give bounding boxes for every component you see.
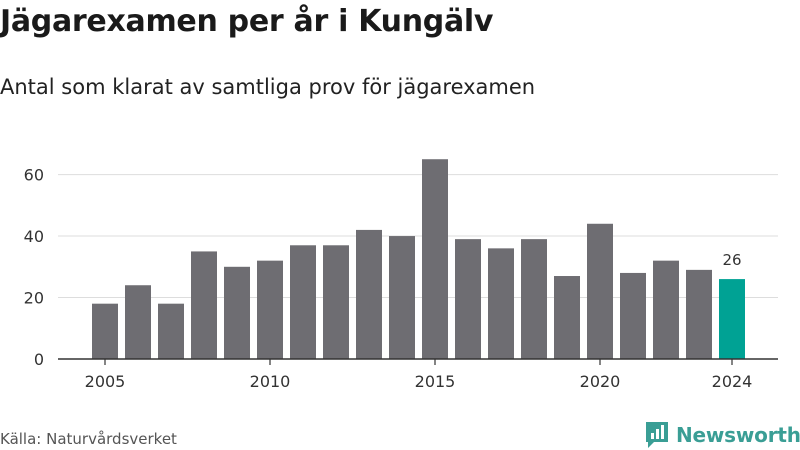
bar-2024 [719, 279, 745, 359]
y-tick-label-60: 60 [24, 166, 44, 185]
bar-2020 [587, 223, 613, 359]
bar-2011 [290, 245, 316, 359]
x-tick-label-2024: 2024 [712, 372, 753, 391]
bar-2012 [323, 245, 349, 359]
data-label-2024: 26 [722, 251, 741, 269]
bar-2013 [356, 229, 382, 359]
bars [92, 159, 745, 359]
bar-2006 [125, 285, 151, 359]
bar-2005 [92, 303, 118, 359]
x-axis-ticks: 2005 2010 2015 2020 2024 [85, 359, 753, 391]
y-axis-ticks: 0 20 40 60 [24, 166, 44, 369]
bar-2010 [257, 260, 283, 359]
bar-2017 [488, 248, 514, 359]
chart-subtitle: Antal som klarat av samtliga prov för jä… [0, 75, 536, 99]
y-tick-label-0: 0 [34, 350, 44, 369]
x-tick-label-2005: 2005 [85, 372, 126, 391]
brand-name: Newsworthy [676, 423, 800, 447]
x-tick-label-2015: 2015 [415, 372, 456, 391]
newsworthy-logo-icon [646, 422, 668, 448]
bar-chart: 0 20 40 60 2005 2010 2015 2020 2024 26 [24, 159, 778, 391]
y-tick-label-40: 40 [24, 227, 44, 246]
source-note: Källa: Naturvårdsverket [0, 430, 177, 448]
bar-2007 [158, 303, 184, 359]
bar-2016 [455, 239, 481, 359]
bar-2014 [389, 236, 415, 359]
bar-2009 [224, 266, 250, 359]
x-tick-label-2020: 2020 [580, 372, 621, 391]
bar-2019 [554, 276, 580, 359]
chart-title: Jägarexamen per år i Kungälv [0, 4, 494, 39]
bar-2015 [422, 159, 448, 359]
brand-logo: Newsworthy [644, 420, 800, 450]
bar-2008 [191, 251, 217, 359]
data-labels: 26 [722, 251, 741, 269]
bar-2021 [620, 272, 646, 359]
bar-2018 [521, 239, 547, 359]
y-tick-label-20: 20 [24, 289, 44, 308]
bar-2023 [686, 269, 712, 359]
x-tick-label-2010: 2010 [250, 372, 291, 391]
bar-2022 [653, 260, 679, 359]
